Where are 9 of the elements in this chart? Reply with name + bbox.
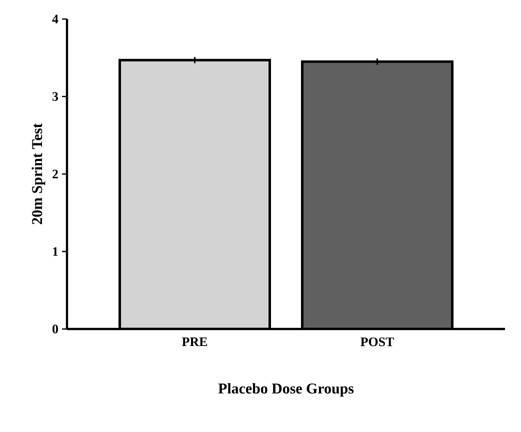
y-tick-label: 4 [52, 14, 58, 24]
y-tick-label: 3 [52, 92, 58, 101]
x-tick-label: PRE [182, 338, 208, 346]
y-tick-label: 2 [52, 170, 58, 178]
y-axis-title: 20m Sprint Test [32, 123, 46, 224]
y-tick-label: 0 [52, 324, 58, 334]
x-tick-label: POST [360, 338, 394, 346]
x-axis-title: Placebo Dose Groups [218, 383, 354, 397]
y-tick-label: 1 [53, 247, 58, 256]
